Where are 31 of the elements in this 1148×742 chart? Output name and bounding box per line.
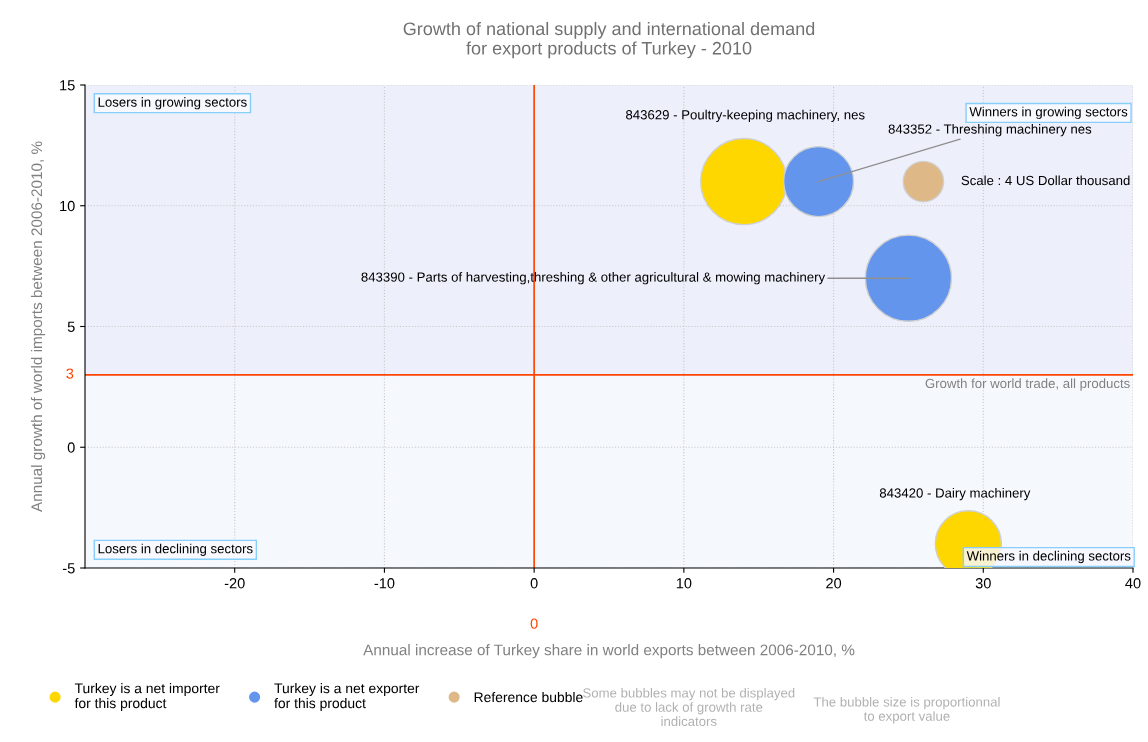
text: The bubble size is proportionnal to export value xyxy=(813,696,1000,724)
x-tick-label: -10 xyxy=(374,578,395,589)
x-tick-label: 10 xyxy=(676,578,692,589)
x-tick-label: -20 xyxy=(224,578,245,589)
chart-title: Growth of national supply and international demand for export products of Turkey - 2010 xyxy=(403,21,815,59)
y-axis-title: Annual growth of world imports between 2006-2010, % xyxy=(30,141,46,513)
x-tick-label: 40 xyxy=(1125,578,1141,589)
y-tick-label: 10 xyxy=(60,200,75,212)
annotation: 843629 - Poultry-keeping machinery, nes xyxy=(626,109,865,123)
y-tick-label: 15 xyxy=(60,80,75,91)
annotation: 843352 - Threshing machinery nes xyxy=(888,124,1092,137)
x-tick-label: 30 xyxy=(975,578,991,589)
annotation: Losers in declining sectors xyxy=(98,543,253,556)
legend-label: Turkey is a net exporter for this product xyxy=(274,683,420,711)
annotation: Winners in growing sectors xyxy=(969,106,1128,120)
annotation: Growth for world trade, all products xyxy=(925,378,1130,391)
y-tick-label: -5 xyxy=(62,563,75,574)
legend-label: Reference bubble xyxy=(474,691,583,703)
x-tick-label: 0 xyxy=(530,578,538,589)
x-axis-title: Annual increase of Turkey share in world exports between 2006-2010, % xyxy=(363,644,855,659)
legend-label: Turkey is a net importer for this product xyxy=(74,683,220,711)
annotation: Scale : 4 US Dollar thousand xyxy=(961,175,1130,186)
text: Some bubbles may not be displayed due to lack of growth rate indicators xyxy=(583,687,795,727)
ref-line-label: 0 xyxy=(530,618,538,629)
x-tick-label: 20 xyxy=(826,578,842,589)
annotation: Winners in declining sectors xyxy=(966,550,1131,564)
y-tick-label: 5 xyxy=(67,321,75,332)
y-tick-label: 0 xyxy=(67,442,75,453)
ref-line-label: 3 xyxy=(66,368,74,379)
annotation: Losers in growing sectors xyxy=(98,97,247,110)
annotation: 843420 - Dairy machinery xyxy=(879,487,1031,501)
